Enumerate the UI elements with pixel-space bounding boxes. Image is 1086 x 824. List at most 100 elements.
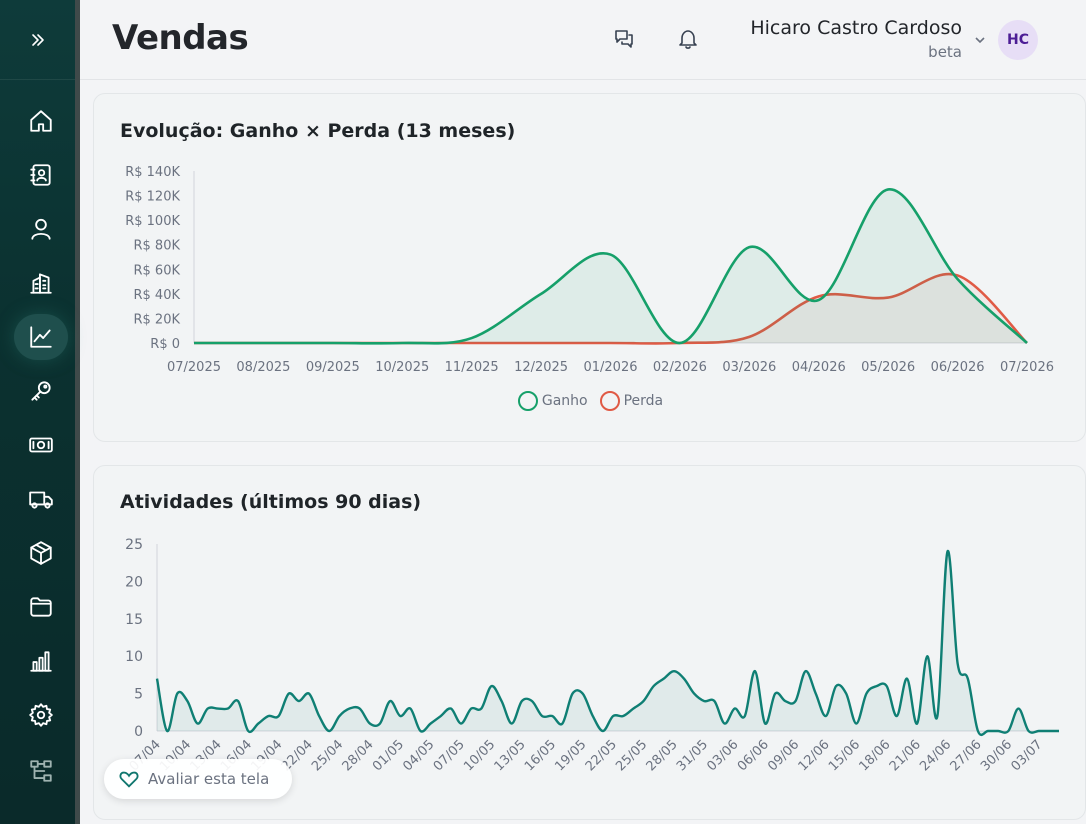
- x-tick-label: 09/2025: [306, 360, 360, 375]
- box-icon: [30, 541, 52, 565]
- x-tick-label: 24/06: [917, 737, 954, 774]
- truck-icon: [29, 491, 53, 509]
- gain-loss-chart: R$ 0 R$ 20K R$ 40K R$ 60K R$ 80K R$ 100K R$ 12…: [125, 165, 1054, 375]
- sidebar-item-keys[interactable]: [14, 368, 68, 414]
- x-tick-label: 18/06: [856, 737, 893, 774]
- user-name[interactable]: Hicaro Castro Cardoso: [750, 17, 962, 39]
- x-tick-label: 02/2026: [653, 360, 707, 375]
- activity-area: [157, 550, 1059, 735]
- y-tick-label: 15: [125, 612, 143, 628]
- x-tick-label: 04/05: [400, 737, 437, 774]
- sidebar-toggle-button[interactable]: [0, 0, 75, 80]
- sidebar-item-files[interactable]: [14, 584, 68, 630]
- x-tick-label: 06/06: [735, 737, 772, 774]
- y-tick-label: R$ 140K: [125, 165, 180, 180]
- x-tick-label: 12/2025: [514, 360, 568, 375]
- x-tick-label: 03/07: [1008, 737, 1045, 774]
- activities-chart: 051015202507/0410/0413/0416/0419/0422/04…: [125, 537, 1059, 774]
- user-menu-toggle[interactable]: [973, 32, 987, 46]
- x-tick-label: 05/2026: [861, 360, 915, 375]
- x-tick-label: 01/2026: [583, 360, 637, 375]
- x-tick-label: 11/2025: [445, 360, 499, 375]
- x-tick-label: 25/05: [613, 737, 650, 774]
- legend-label-ganho: Ganho: [541, 393, 588, 409]
- user-icon: [31, 218, 51, 240]
- series-line-ganho: [194, 188, 1028, 345]
- x-tick-label: 07/2025: [167, 360, 221, 375]
- x-tick-label: 15/06: [826, 737, 863, 774]
- bar-chart-icon: [30, 651, 52, 672]
- legend-item-perda[interactable]: Perda: [599, 391, 664, 411]
- sidebar-item-finance[interactable]: [14, 422, 68, 468]
- contacts-book-icon: [30, 164, 51, 186]
- y-tick-label: 20: [125, 574, 143, 590]
- rate-screen-label: Avaliar esta tela: [148, 770, 270, 788]
- top-header: Vendas Hicaro Castro Cardoso beta HC: [80, 0, 1086, 80]
- sidebar-item-settings[interactable]: [14, 692, 68, 738]
- sidebar-item-home[interactable]: [14, 98, 68, 144]
- sidebar-item-users[interactable]: [14, 206, 68, 252]
- buildings-icon: [30, 273, 52, 294]
- gear-icon: [29, 703, 53, 727]
- legend-swatch-ganho: [517, 391, 538, 411]
- sidebar-item-sales[interactable]: [14, 314, 68, 360]
- sidebar-item-workflows[interactable]: [14, 748, 68, 794]
- y-tick-label: 10: [125, 649, 143, 665]
- x-tick-label: 19/05: [552, 737, 589, 774]
- y-tick-label: R$ 40K: [133, 288, 180, 303]
- activities-chart-title: Atividades (últimos 90 dias): [120, 491, 422, 513]
- x-tick-label: 04/2026: [792, 360, 846, 375]
- sidebar-item-reports[interactable]: [14, 638, 68, 684]
- x-tick-label: 01/05: [370, 737, 407, 774]
- x-tick-label: 28/05: [644, 737, 681, 774]
- sidebar-item-products[interactable]: [14, 530, 68, 576]
- legend-label-perda: Perda: [623, 393, 664, 409]
- x-tick-label: 08/2025: [236, 360, 290, 375]
- sidebar-item-companies[interactable]: [14, 260, 68, 306]
- y-tick-label: R$ 60K: [133, 263, 180, 278]
- money-icon: [29, 437, 53, 453]
- sidebar-item-delivery[interactable]: [14, 476, 68, 522]
- chart-legend: Ganho Perda: [94, 391, 1086, 411]
- x-tick-label: 13/05: [492, 737, 529, 774]
- chart-line-icon: [30, 326, 52, 348]
- bell-icon: [679, 30, 697, 49]
- y-tick-label: 0: [134, 724, 143, 740]
- x-tick-label: 06/2026: [931, 360, 985, 375]
- y-tick-label: R$ 100K: [125, 214, 180, 229]
- workflow-icon: [30, 760, 52, 782]
- chat-button[interactable]: [609, 24, 639, 54]
- series-area-ganho: [194, 189, 1027, 344]
- y-tick-label: R$ 120K: [125, 190, 180, 205]
- x-tick-label: 12/06: [796, 737, 833, 774]
- gain-loss-chart-title: Evolução: Ganho × Perda (13 meses): [120, 120, 516, 142]
- x-tick-label: 07/05: [431, 737, 468, 774]
- series-area-perda: [194, 274, 1027, 344]
- chat-bubbles-icon: [615, 30, 633, 48]
- x-tick-label: 30/06: [978, 737, 1015, 774]
- x-tick-label: 09/06: [765, 737, 802, 774]
- x-tick-label: 03/06: [704, 737, 741, 774]
- x-tick-label: 07/2026: [1000, 360, 1054, 375]
- chevron-down-icon: [975, 37, 985, 44]
- key-icon: [31, 381, 51, 401]
- notifications-button[interactable]: [673, 24, 703, 54]
- legend-item-ganho[interactable]: Ganho: [517, 391, 588, 411]
- y-tick-label: R$ 20K: [133, 312, 180, 327]
- avatar[interactable]: HC: [998, 20, 1038, 60]
- user-role: beta: [928, 43, 962, 61]
- rate-screen-button[interactable]: Avaliar esta tela: [104, 759, 292, 799]
- x-tick-label: 21/06: [887, 737, 924, 774]
- page-title: Vendas: [112, 18, 249, 58]
- x-tick-label: 03/2026: [722, 360, 776, 375]
- x-tick-label: 22/05: [583, 737, 620, 774]
- x-tick-label: 25/04: [309, 737, 346, 774]
- legend-swatch-perda: [599, 391, 620, 411]
- sidebar-scrollbar[interactable]: [75, 0, 80, 824]
- x-tick-label: 10/05: [461, 737, 498, 774]
- folder-icon: [30, 597, 52, 617]
- sidebar-item-contacts[interactable]: [14, 152, 68, 198]
- double-chevron-right-icon: [31, 33, 44, 46]
- x-tick-label: 28/04: [340, 737, 377, 774]
